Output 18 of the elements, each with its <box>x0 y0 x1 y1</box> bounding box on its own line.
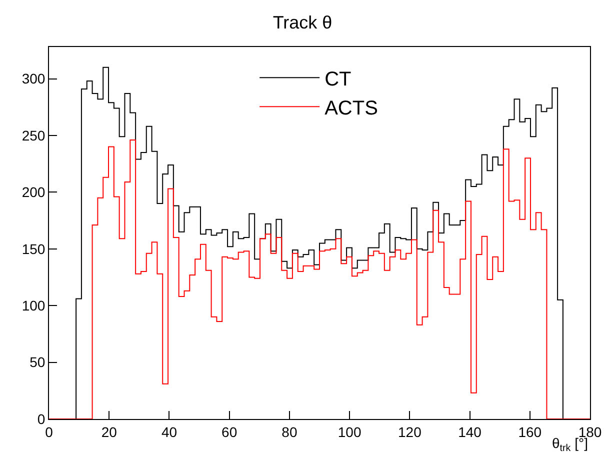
chart-title: Track θ <box>272 12 332 32</box>
legend-label: ACTS <box>324 97 378 120</box>
x-tick-label: 120 <box>398 424 422 440</box>
x-tick-label: 40 <box>161 424 178 440</box>
y-tick-label: 50 <box>30 354 46 370</box>
y-tick-label: 300 <box>22 70 46 87</box>
legend-label: CT <box>324 68 352 90</box>
x-tick-label: 20 <box>101 424 118 440</box>
x-tick-label: 160 <box>518 424 542 440</box>
y-tick-label: 150 <box>22 240 46 257</box>
x-tick-label: 100 <box>338 424 362 440</box>
y-tick-label: 200 <box>22 184 46 200</box>
x-tick-label: 60 <box>222 424 238 440</box>
x-tick-label: 80 <box>282 424 298 440</box>
y-tick-label: 100 <box>22 297 46 314</box>
x-tick-label: 140 <box>458 424 482 440</box>
y-tick-label: 250 <box>22 127 46 144</box>
y-tick-label: 0 <box>37 410 46 427</box>
